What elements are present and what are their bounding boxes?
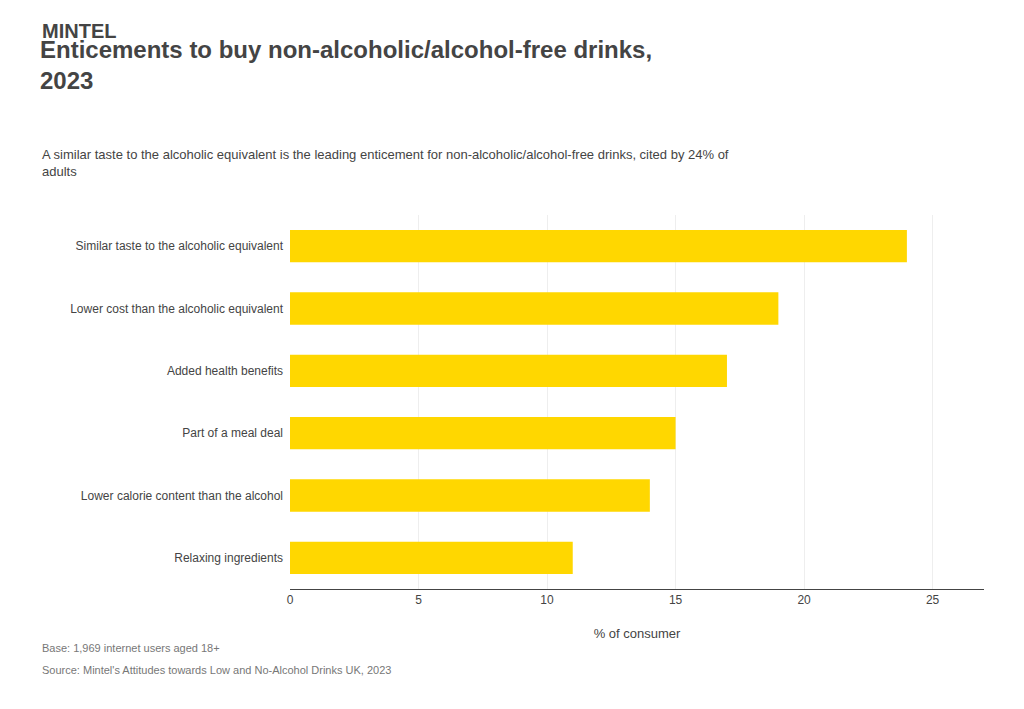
svg-text:10: 10 [540, 593, 554, 607]
svg-text:20: 20 [797, 593, 811, 607]
svg-text:Relaxing ingredients: Relaxing ingredients [174, 551, 283, 565]
svg-text:Source: Mintel's Attitudes tow: Source: Mintel's Attitudes towards Low a… [42, 664, 391, 676]
svg-text:Enticements to buy non-alcohol: Enticements to buy non-alcoholic/alcohol… [40, 36, 652, 94]
svg-text:Lower calorie content than the: Lower calorie content than the alcohol [81, 489, 283, 503]
svg-text:A similar taste to the alcohol: A similar taste to the alcoholic equival… [42, 147, 729, 179]
svg-text:25: 25 [926, 593, 940, 607]
svg-text:Similar taste to the alcoholic: Similar taste to the alcoholic equivalen… [76, 239, 284, 253]
svg-text:MINTEL: MINTEL [42, 20, 116, 42]
svg-text:15: 15 [669, 593, 683, 607]
svg-text:5: 5 [415, 593, 422, 607]
svg-text:Lower cost than the alcoholic: Lower cost than the alcoholic equivalent [70, 302, 283, 316]
svg-text:0: 0 [287, 593, 294, 607]
svg-text:Base: 1,969 internet users age: Base: 1,969 internet users aged 18+ [42, 642, 220, 654]
svg-text:% of consumer: % of consumer [594, 626, 681, 641]
svg-text:Part of a meal deal: Part of a meal deal [182, 426, 283, 440]
svg-text:Added health benefits: Added health benefits [167, 364, 283, 378]
